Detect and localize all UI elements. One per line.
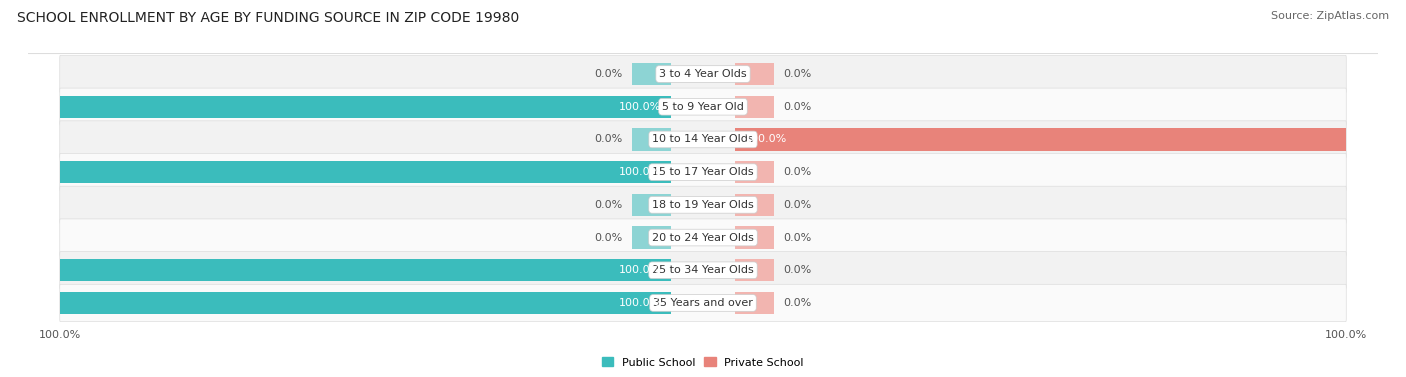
FancyBboxPatch shape <box>59 153 1347 191</box>
Text: 20 to 24 Year Olds: 20 to 24 Year Olds <box>652 233 754 242</box>
Text: 5 to 9 Year Old: 5 to 9 Year Old <box>662 102 744 112</box>
Bar <box>735 194 773 216</box>
Legend: Public School, Private School: Public School, Private School <box>602 357 804 368</box>
Bar <box>60 161 671 183</box>
Text: 35 Years and over: 35 Years and over <box>652 298 754 308</box>
Bar <box>735 161 773 183</box>
Text: 0.0%: 0.0% <box>783 167 811 177</box>
Bar <box>633 128 671 150</box>
FancyBboxPatch shape <box>59 251 1347 289</box>
Text: 100.0%: 100.0% <box>619 298 661 308</box>
Text: 100.0%: 100.0% <box>619 102 661 112</box>
Text: 0.0%: 0.0% <box>783 298 811 308</box>
Text: 0.0%: 0.0% <box>783 102 811 112</box>
Text: 10 to 14 Year Olds: 10 to 14 Year Olds <box>652 135 754 144</box>
Text: 100.0%: 100.0% <box>619 265 661 275</box>
FancyBboxPatch shape <box>59 88 1347 126</box>
Text: 100.0%: 100.0% <box>745 135 787 144</box>
Bar <box>735 259 773 281</box>
Text: 0.0%: 0.0% <box>595 69 623 79</box>
Bar <box>60 259 671 281</box>
Bar <box>60 96 671 118</box>
Text: 0.0%: 0.0% <box>595 135 623 144</box>
Bar <box>735 128 1346 150</box>
FancyBboxPatch shape <box>59 121 1347 158</box>
Text: 18 to 19 Year Olds: 18 to 19 Year Olds <box>652 200 754 210</box>
Bar <box>633 63 671 85</box>
Bar <box>735 96 773 118</box>
Text: Source: ZipAtlas.com: Source: ZipAtlas.com <box>1271 11 1389 21</box>
Text: SCHOOL ENROLLMENT BY AGE BY FUNDING SOURCE IN ZIP CODE 19980: SCHOOL ENROLLMENT BY AGE BY FUNDING SOUR… <box>17 11 519 25</box>
Text: 0.0%: 0.0% <box>595 200 623 210</box>
Text: 0.0%: 0.0% <box>783 233 811 242</box>
Text: 25 to 34 Year Olds: 25 to 34 Year Olds <box>652 265 754 275</box>
FancyBboxPatch shape <box>59 186 1347 224</box>
Text: 0.0%: 0.0% <box>783 265 811 275</box>
Text: 3 to 4 Year Olds: 3 to 4 Year Olds <box>659 69 747 79</box>
FancyBboxPatch shape <box>59 55 1347 93</box>
Bar <box>735 227 773 249</box>
Bar <box>735 63 773 85</box>
Text: 0.0%: 0.0% <box>783 200 811 210</box>
Bar <box>633 194 671 216</box>
Bar <box>735 292 773 314</box>
Bar <box>60 292 671 314</box>
Bar <box>633 227 671 249</box>
Text: 15 to 17 Year Olds: 15 to 17 Year Olds <box>652 167 754 177</box>
Text: 100.0%: 100.0% <box>619 167 661 177</box>
FancyBboxPatch shape <box>59 219 1347 256</box>
FancyBboxPatch shape <box>59 284 1347 322</box>
Text: 0.0%: 0.0% <box>595 233 623 242</box>
Text: 0.0%: 0.0% <box>783 69 811 79</box>
